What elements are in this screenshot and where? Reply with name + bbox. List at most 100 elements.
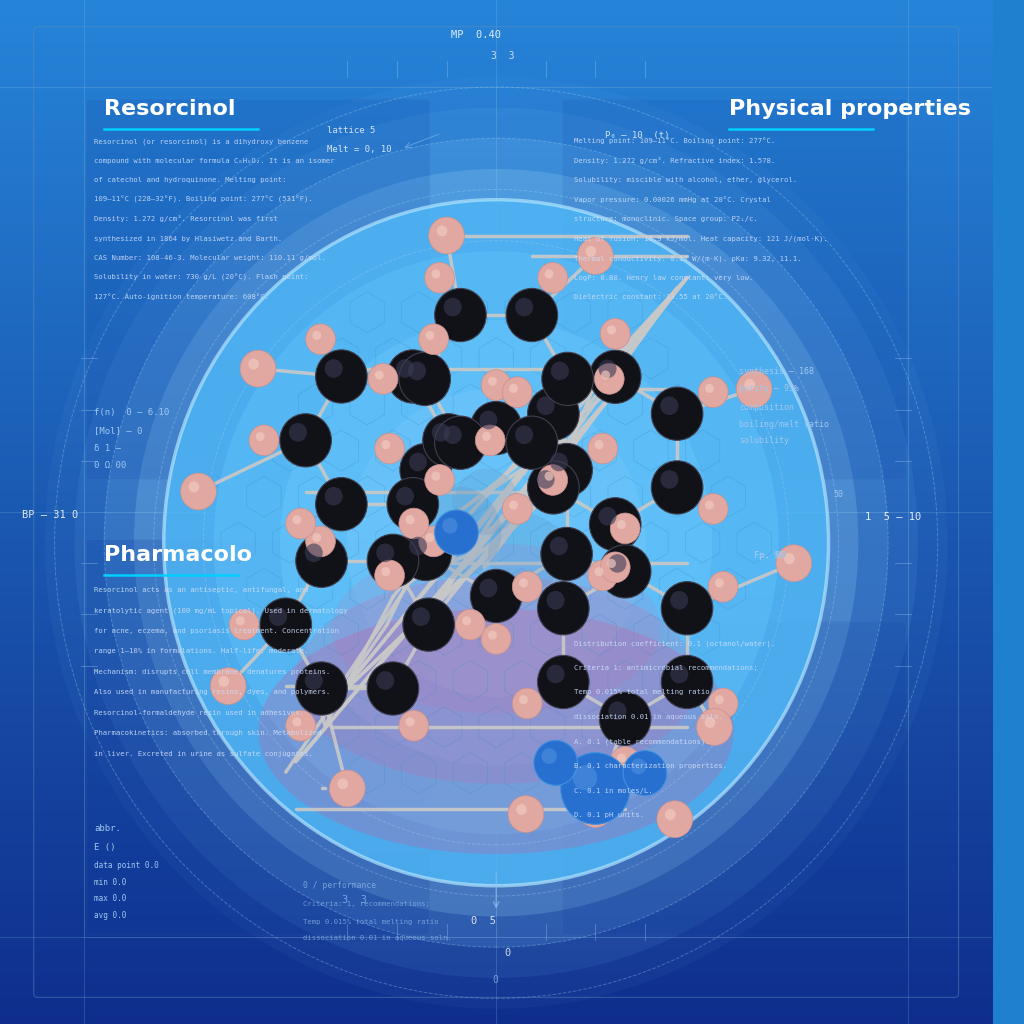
Text: Criteria 1: antimicrobial recommendations;: Criteria 1: antimicrobial recommendation…	[573, 665, 758, 671]
Text: 0 Ω 00: 0 Ω 00	[94, 461, 127, 470]
Circle shape	[376, 671, 394, 690]
Circle shape	[260, 598, 311, 651]
Circle shape	[429, 217, 465, 254]
Text: synthesized in 1864 by Hlasiwetz and Barth.: synthesized in 1864 by Hlasiwetz and Bar…	[94, 236, 283, 242]
Circle shape	[396, 486, 414, 506]
Ellipse shape	[295, 577, 697, 783]
Circle shape	[481, 624, 511, 654]
Circle shape	[376, 544, 394, 562]
Text: 3  3: 3 3	[342, 895, 368, 905]
Circle shape	[396, 359, 414, 378]
Text: LogP: 0.80. Henry law constant: very low.: LogP: 0.80. Henry law constant: very low…	[573, 274, 753, 281]
Text: C. 0.1 in moles/L.: C. 0.1 in moles/L.	[573, 787, 652, 794]
Text: dissociation 0.01 in aqueous soln.: dissociation 0.01 in aqueous soln.	[573, 714, 722, 720]
Circle shape	[600, 318, 630, 349]
Text: 127°C. Auto-ignition temperature: 608°C.: 127°C. Auto-ignition temperature: 608°C.	[94, 293, 269, 300]
Circle shape	[537, 470, 555, 488]
Circle shape	[436, 225, 447, 237]
Circle shape	[651, 461, 702, 514]
Circle shape	[375, 371, 384, 380]
Circle shape	[296, 662, 347, 715]
Circle shape	[406, 717, 415, 726]
Circle shape	[545, 471, 553, 480]
Circle shape	[527, 461, 580, 514]
Circle shape	[488, 377, 497, 386]
Circle shape	[45, 77, 947, 1009]
Circle shape	[527, 387, 580, 440]
Circle shape	[601, 371, 610, 380]
Text: data point 0.0: data point 0.0	[94, 861, 159, 870]
Circle shape	[594, 364, 625, 394]
Circle shape	[409, 453, 427, 471]
Text: D. 0.1 pH units.: D. 0.1 pH units.	[573, 812, 643, 818]
Text: Melt = 0, 10: Melt = 0, 10	[328, 144, 392, 154]
Text: range 1–10% in formulations. Half-life: moderate.: range 1–10% in formulations. Half-life: …	[94, 648, 308, 654]
Text: keratolytic agent (100 mg/mL topical). Used in dermatology: keratolytic agent (100 mg/mL topical). U…	[94, 607, 348, 613]
Text: Distribution coefficient: 0.1 (octanol/water).: Distribution coefficient: 0.1 (octanol/w…	[573, 640, 775, 646]
Circle shape	[631, 759, 646, 774]
Text: of catechol and hydroquinone. Melting point:: of catechol and hydroquinone. Melting po…	[94, 177, 287, 183]
Text: A. 0.1 (table recommendations).: A. 0.1 (table recommendations).	[573, 738, 710, 744]
Circle shape	[236, 616, 245, 626]
Circle shape	[412, 607, 430, 626]
FancyBboxPatch shape	[86, 99, 430, 479]
Circle shape	[104, 138, 888, 947]
Text: 50: 50	[834, 489, 844, 499]
Circle shape	[305, 544, 323, 562]
Circle shape	[607, 559, 616, 568]
Circle shape	[512, 571, 542, 602]
Text: lattice 5: lattice 5	[328, 126, 376, 135]
Circle shape	[506, 289, 558, 342]
Circle shape	[442, 518, 458, 534]
Text: Density: 1.272 g/cm³. Refractive index: 1.578.: Density: 1.272 g/cm³. Refractive index: …	[573, 157, 775, 164]
Circle shape	[432, 423, 450, 441]
Circle shape	[709, 688, 738, 719]
Circle shape	[402, 598, 455, 651]
Circle shape	[443, 298, 462, 316]
Circle shape	[399, 711, 429, 741]
Text: Density: 1.272 g/cm³. Resorcinol was first: Density: 1.272 g/cm³. Resorcinol was fir…	[94, 215, 279, 222]
Circle shape	[715, 695, 724, 705]
Circle shape	[368, 662, 419, 715]
Circle shape	[784, 553, 795, 564]
Circle shape	[325, 486, 343, 506]
Circle shape	[249, 425, 279, 456]
Circle shape	[455, 469, 518, 535]
Text: 0  5: 0 5	[471, 915, 497, 926]
Circle shape	[671, 591, 688, 609]
FancyBboxPatch shape	[562, 622, 906, 935]
Circle shape	[305, 526, 336, 557]
Circle shape	[375, 560, 404, 591]
Circle shape	[598, 359, 616, 378]
Circle shape	[538, 582, 589, 635]
FancyBboxPatch shape	[562, 99, 906, 479]
Circle shape	[338, 778, 348, 790]
Text: 3  3: 3 3	[492, 51, 515, 61]
Circle shape	[572, 765, 597, 791]
Ellipse shape	[332, 544, 660, 714]
Circle shape	[229, 609, 259, 640]
Circle shape	[423, 414, 474, 467]
Circle shape	[600, 552, 630, 583]
Circle shape	[419, 324, 449, 354]
Text: Pharmacokinetics: absorbed through skin. Metabolized: Pharmacokinetics: absorbed through skin.…	[94, 730, 322, 736]
Circle shape	[696, 709, 732, 745]
Text: MP  0.40: MP 0.40	[452, 30, 502, 40]
Circle shape	[488, 631, 497, 640]
Circle shape	[431, 269, 440, 279]
Circle shape	[578, 791, 613, 827]
Circle shape	[662, 655, 713, 709]
Text: dissociation 0.01 in aqueous soln.: dissociation 0.01 in aqueous soln.	[303, 935, 452, 941]
Circle shape	[610, 746, 640, 777]
Circle shape	[599, 692, 651, 745]
Circle shape	[434, 510, 478, 555]
Circle shape	[248, 358, 259, 370]
Text: 109–11°C (228–32°F). Boiling point: 277°C (531°F).: 109–11°C (228–32°F). Boiling point: 277°…	[94, 196, 313, 203]
Circle shape	[296, 535, 347, 588]
Circle shape	[538, 655, 589, 709]
Circle shape	[598, 507, 616, 525]
Circle shape	[503, 377, 532, 408]
Circle shape	[214, 251, 778, 835]
Text: Heat of fusion: 18.9 kJ/mol. Heat capacity: 121 J/(mol·K).: Heat of fusion: 18.9 kJ/mol. Heat capaci…	[573, 236, 827, 242]
Text: for acne, eczema, and psoriasis treatment. Concentration: for acne, eczema, and psoriasis treatmen…	[94, 628, 339, 634]
